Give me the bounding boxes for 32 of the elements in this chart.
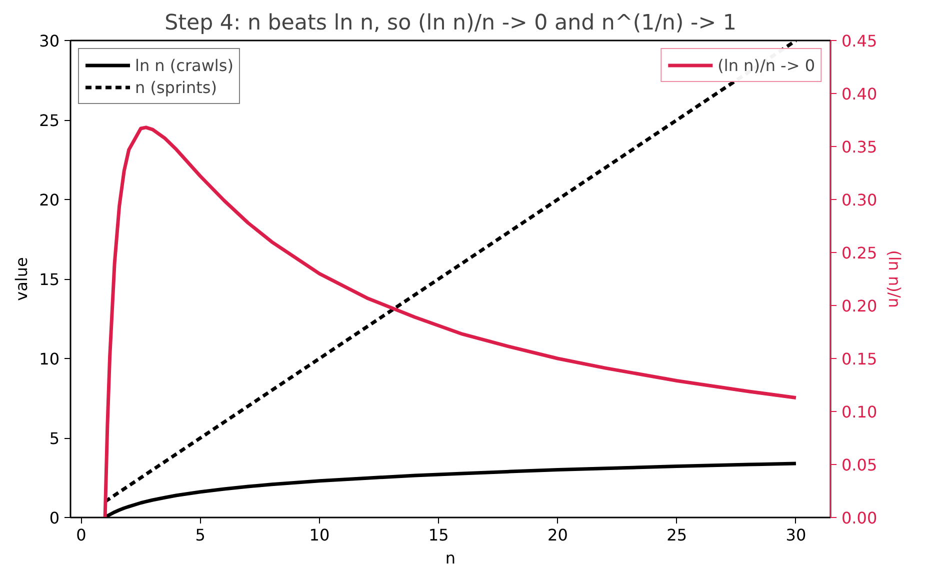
y-tick-label: 10 bbox=[39, 350, 60, 368]
y2-tick-label: 0.10 bbox=[842, 402, 878, 422]
y2-tick-label: 0.15 bbox=[842, 350, 878, 368]
chart-title: Step 4: n beats ln n, so (ln n)/n -> 0 and n^(1/n) -> 1 bbox=[164, 10, 736, 36]
y-tick-label: 15 bbox=[39, 270, 60, 289]
y2-tick-label: 0.45 bbox=[842, 32, 878, 50]
x-tick-label: 0 bbox=[76, 526, 86, 544]
line-series bbox=[103, 126, 798, 518]
legend-label: (ln n)/n -> 0 bbox=[718, 56, 815, 74]
y-tick-label: 20 bbox=[39, 190, 60, 210]
y2-tick-label: 0.20 bbox=[842, 296, 878, 316]
y-tick-label: 30 bbox=[39, 32, 60, 50]
x-tick-label: 20 bbox=[548, 526, 568, 544]
legend-label: n (sprints) bbox=[135, 78, 217, 96]
y2-tick-label: 0.30 bbox=[842, 190, 878, 210]
x-axis-title: n bbox=[445, 548, 456, 568]
legend-label: ln n (crawls) bbox=[135, 56, 234, 74]
x-tick-label: 30 bbox=[786, 526, 806, 544]
x-tick-label: 15 bbox=[428, 526, 449, 544]
y2-tick-label: 0.40 bbox=[842, 84, 878, 104]
y2-tick-label: 0.05 bbox=[842, 456, 878, 474]
x-tick-label: 5 bbox=[195, 526, 206, 544]
y2-axis-title: (ln n)/n bbox=[885, 250, 904, 308]
y2-tick-label: 0.00 bbox=[842, 508, 878, 528]
y2-tick-label: 0.35 bbox=[842, 138, 878, 156]
y-tick-label: 0 bbox=[49, 508, 60, 528]
x-tick-label: 25 bbox=[666, 526, 688, 544]
x-tick-label: 10 bbox=[309, 526, 330, 544]
y-tick-label: 5 bbox=[49, 429, 60, 448]
y-axis-title: value bbox=[12, 257, 32, 301]
y-tick-label: 25 bbox=[39, 111, 60, 130]
y2-tick-label: 0.25 bbox=[842, 244, 878, 262]
